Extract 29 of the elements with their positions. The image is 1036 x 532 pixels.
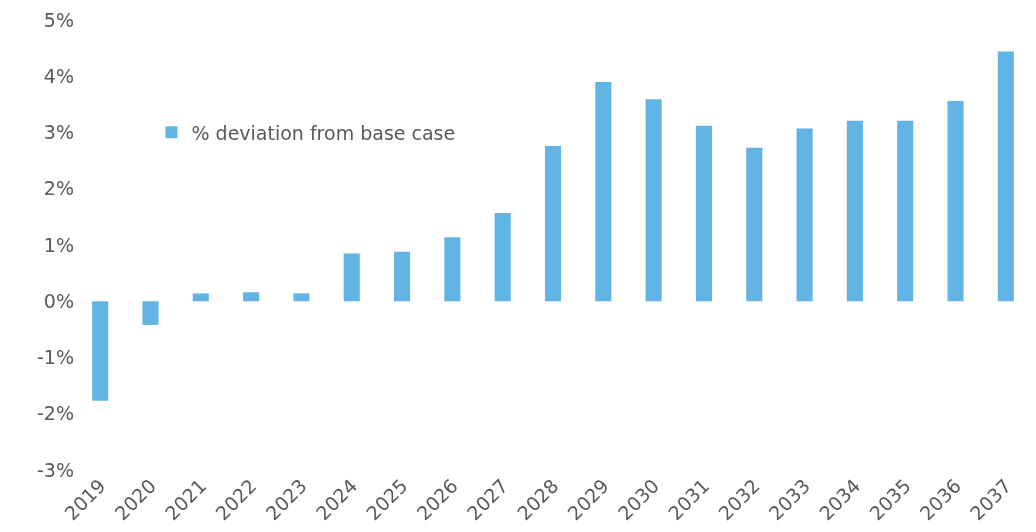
y-tick-label: 3% [43,121,74,144]
y-tick-label: 2% [43,177,74,200]
y-tick-label: 4% [43,64,74,87]
y-tick-label: 1% [43,233,74,256]
bar [544,146,562,302]
bar [997,51,1014,302]
bar [343,253,360,302]
bar [494,212,511,302]
bar [746,147,763,302]
bar [243,292,260,302]
bar [897,120,914,302]
bar [394,251,411,302]
y-tick-label: -2% [37,402,74,425]
bar [846,120,863,302]
bar [947,101,964,302]
y-tick-label: -3% [37,458,74,481]
bar [796,128,813,302]
y-tick-label: -1% [37,346,74,369]
bar [142,301,159,325]
bar [695,125,712,302]
bar [645,99,662,302]
bar [92,301,109,401]
bar [444,237,461,302]
y-tick-label: 5% [43,8,74,31]
bar [293,293,310,302]
bar [595,81,612,302]
legend-label: % deviation from base case [191,121,456,144]
y-tick-label: 0% [43,289,74,312]
bar [192,293,209,302]
